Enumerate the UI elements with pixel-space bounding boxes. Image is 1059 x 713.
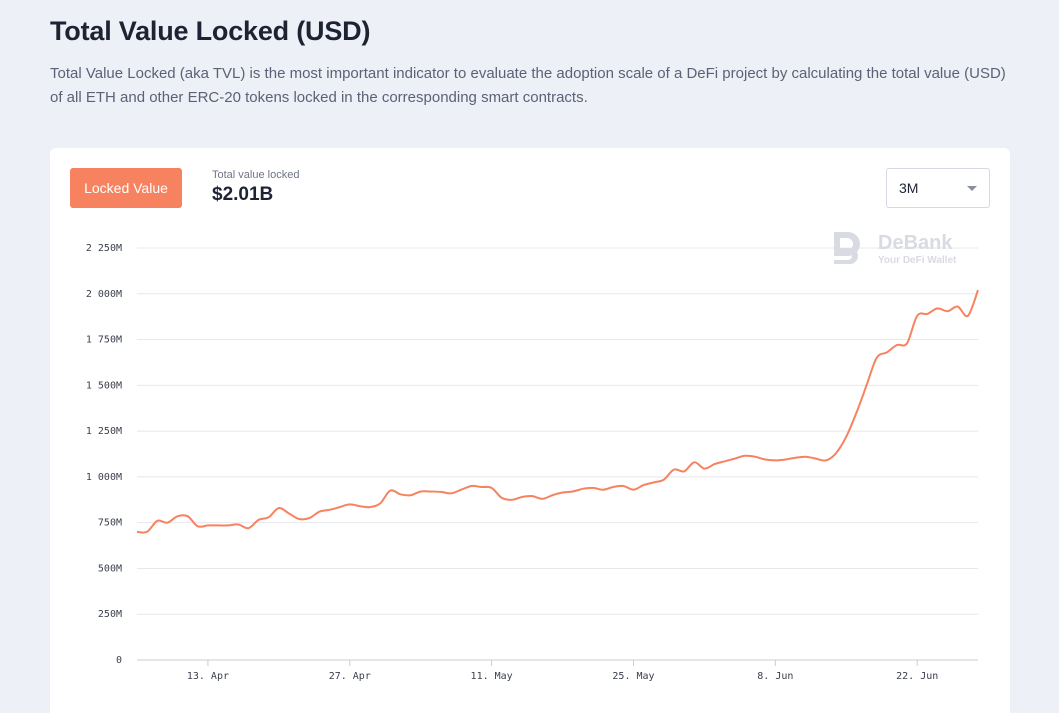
page-description: Total Value Locked (aka TVL) is the most… [50, 65, 1006, 106]
locked-value-tab[interactable]: Locked Value [70, 168, 182, 208]
chevron-down-icon [967, 186, 977, 191]
tvl-label: Total value locked [212, 169, 300, 181]
range-select[interactable]: 3M [886, 168, 990, 208]
tvl-value: $2.01B [212, 184, 274, 205]
page-title: Total Value Locked (USD) [50, 16, 371, 46]
chart-card: Locked Value Total value locked $2.01B 3… [50, 148, 1010, 713]
range-select-value: 3M [899, 180, 919, 196]
